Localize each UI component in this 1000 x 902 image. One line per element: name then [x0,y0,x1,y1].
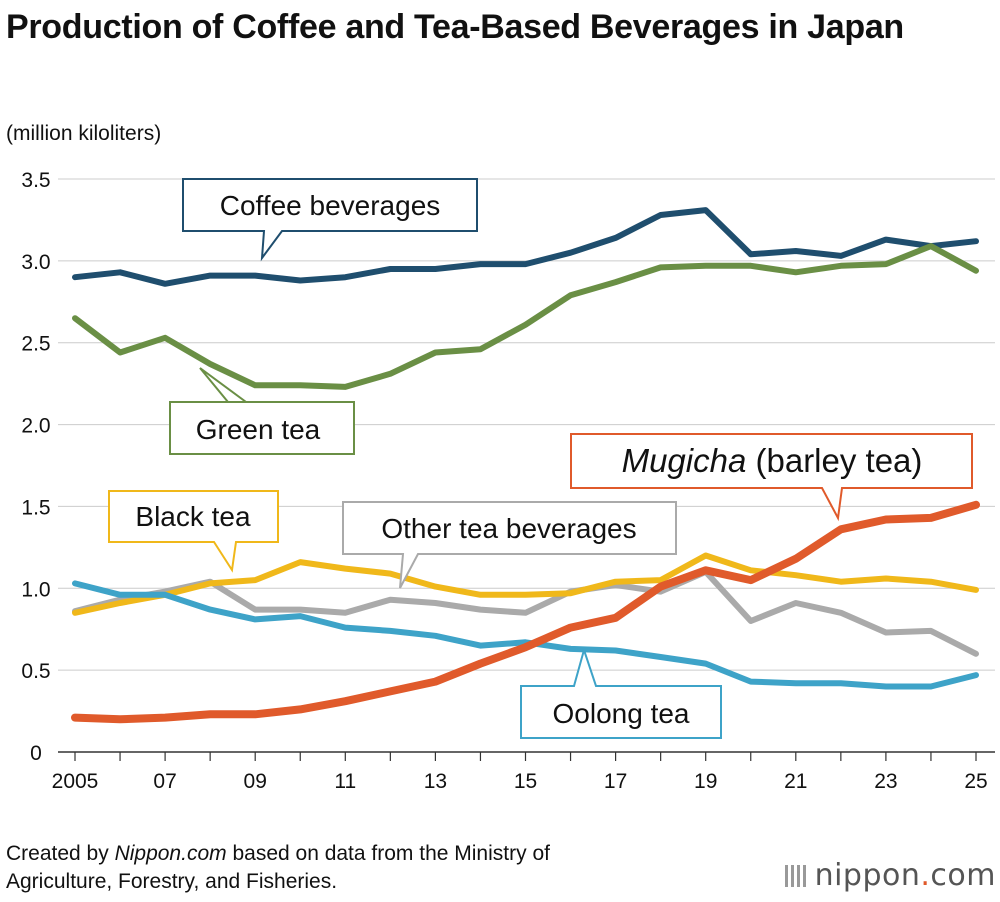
y-axis-unit-label: (million kiloliters) [6,122,162,145]
y-axis-ticks: 0 0.5 1.0 1.5 2.0 2.5 3.0 3.5 [21,169,50,765]
label-other-tea-beverages: Other tea beverages [342,501,677,589]
label-green-tea: Green tea [169,367,355,455]
credit-prefix: Created by [6,842,115,865]
x-tick-label: 17 [604,770,627,793]
label-mugicha-italic: Mugicha [622,442,747,479]
label-other-tea-beverages-text: Other tea beverages [381,513,636,544]
label-coffee-beverages-text: Coffee beverages [220,190,441,221]
x-tick-label: 09 [244,770,267,793]
credit-rest: based on data from the Ministry of [226,842,550,865]
chart-title: Production of Coffee and Tea-Based Bever… [6,8,904,46]
logo-dot: . [920,858,931,893]
label-black-tea-text: Black tea [135,501,251,532]
logo-name: nippon [814,858,921,893]
x-tick-label: 21 [784,770,807,793]
series-line-green-tea [72,243,979,390]
x-tick-label: 13 [424,770,447,793]
x-tick-label: 07 [153,770,176,793]
label-coffee-beverages: Coffee beverages [182,178,478,262]
source-credit: Created by Nippon.com based on data from… [6,840,550,896]
label-green-tea-text: Green tea [196,414,321,445]
label-oolong-tea: Oolong tea [520,646,722,739]
label-black-tea: Black tea [108,490,279,573]
x-axis: 2005 07 09 11 13 15 17 19 21 23 25 [52,752,988,793]
x-tick-label: 23 [874,770,897,793]
label-mugicha-rest: (barley tea) [746,442,922,479]
nippon-logo: nippon.com [784,858,996,893]
series-line-mugicha-barley-tea [71,500,980,724]
y-tick-label: 2.0 [21,415,50,438]
series-line-coffee-beverages [72,207,979,287]
y-tick-label: 0.5 [21,660,50,683]
y-tick-label: 3.0 [21,251,50,274]
y-tick-label: 2.5 [21,333,50,356]
series-lines [71,207,980,724]
series-line-black-tea [72,552,979,616]
x-tick-label: 19 [694,770,717,793]
line-chart: 0 0.5 1.0 1.5 2.0 2.5 3.0 3.5 2005 07 09 11 13 15 17 1… [21,169,995,793]
label-oolong-tea-text: Oolong tea [553,698,690,729]
series-line-other-tea-beverages [72,568,979,657]
y-tick-label: 0 [30,742,42,765]
x-tick-label: 15 [514,770,537,793]
credit-line2: Agriculture, Forestry, and Fisheries. [6,870,338,893]
y-tick-label: 3.5 [21,169,50,192]
bars-icon [784,865,807,887]
y-tick-label: 1.5 [21,496,50,519]
label-mugicha: Mugicha (barley tea) [570,433,973,522]
x-tick-label: 25 [964,770,987,793]
logo-tld: com [930,858,996,893]
x-tick-label: 2005 [52,770,99,793]
label-mugicha-text: Mugicha (barley tea) [622,442,923,479]
y-tick-label: 1.0 [21,578,50,601]
credit-source: Nippon.com [114,842,227,865]
series-line-oolong-tea [72,580,979,690]
x-tick-label: 11 [334,770,356,793]
